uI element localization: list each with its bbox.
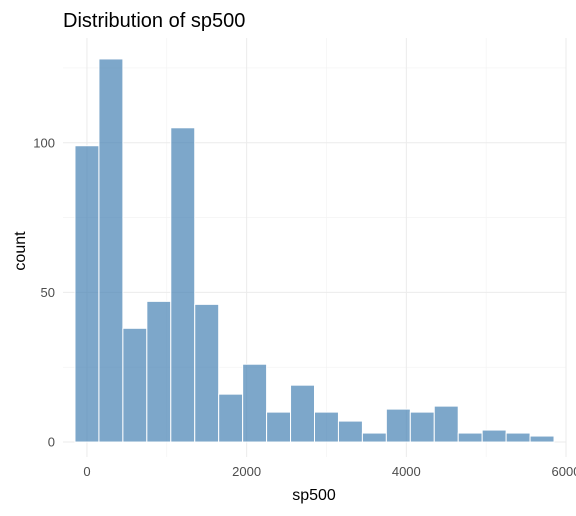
histogram-bar	[433, 405, 459, 443]
histogram-bar	[74, 145, 100, 443]
x-tick-label: 4000	[392, 464, 421, 479]
histogram-bar	[361, 432, 387, 443]
histogram-bar	[481, 429, 507, 443]
chart-title: Distribution of sp500	[63, 10, 245, 32]
histogram-bar	[337, 420, 363, 443]
histogram-bar	[409, 411, 435, 443]
histogram-bar	[218, 393, 244, 443]
x-axis-ticks: 0 2000 4000 6000	[83, 464, 576, 479]
histogram-bar	[529, 435, 555, 443]
y-tick-label: 0	[48, 435, 55, 450]
histogram-bar	[457, 432, 483, 443]
histogram-bar	[242, 363, 268, 443]
histogram-bar	[122, 327, 148, 443]
x-tick-label: 6000	[552, 464, 576, 479]
histogram-bars	[74, 58, 555, 443]
histogram-bar	[98, 58, 124, 443]
histogram-bar	[266, 411, 292, 443]
histogram-bar	[290, 384, 315, 443]
x-axis-title: sp500	[292, 487, 336, 504]
y-tick-label: 50	[41, 285, 55, 300]
histogram-bar	[146, 300, 172, 443]
histogram-bar	[385, 408, 411, 443]
histogram-bar	[170, 127, 196, 443]
histogram-bar	[314, 411, 339, 443]
y-axis-title: count	[12, 231, 29, 271]
y-tick-label: 100	[33, 135, 55, 150]
histogram-bar	[505, 432, 531, 443]
x-tick-label: 2000	[232, 464, 261, 479]
histogram-bar	[194, 303, 220, 443]
x-tick-label: 0	[83, 464, 90, 479]
y-axis-ticks: 0 50 100	[33, 135, 55, 449]
